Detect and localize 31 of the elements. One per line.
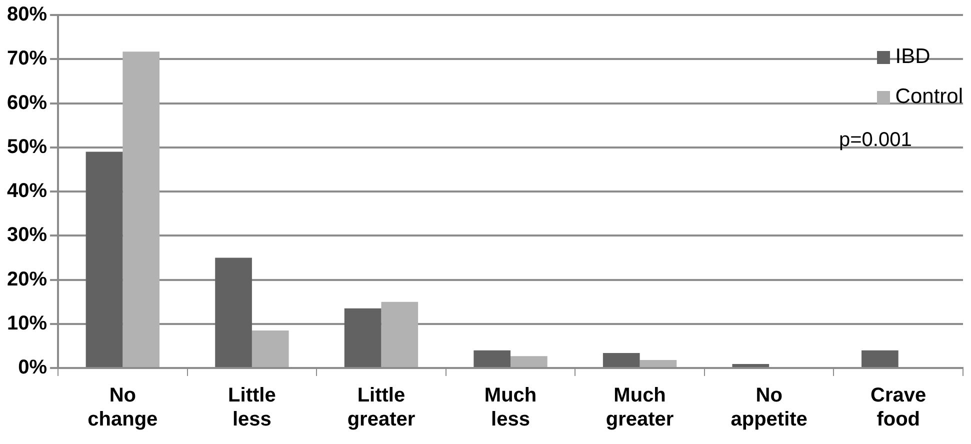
bar	[215, 258, 252, 367]
x-tick-label: Much greater	[606, 384, 674, 431]
y-tick-label: 10%	[7, 312, 48, 334]
bar	[862, 350, 898, 367]
bar	[602, 353, 640, 367]
y-tick-label: 80%	[7, 4, 48, 26]
legend-label: IBD	[895, 45, 930, 69]
bar	[732, 364, 770, 367]
y-tick-label: 20%	[7, 268, 48, 290]
y-tick-label: 0%	[18, 356, 48, 379]
bar	[640, 360, 677, 367]
x-tick-label: Little less	[228, 384, 276, 431]
bar	[474, 350, 511, 367]
y-tick-label: 70%	[7, 48, 48, 70]
y-tick-label: 60%	[7, 92, 48, 114]
bar	[122, 52, 160, 367]
bar	[381, 302, 418, 367]
y-tick-label: 40%	[7, 180, 48, 202]
bar	[510, 356, 548, 367]
x-tick-label: Much less	[484, 384, 537, 431]
bar	[344, 308, 382, 367]
x-tick-label: No appetite	[730, 384, 808, 431]
legend-label: Control	[895, 85, 963, 109]
y-tick-label: 30%	[7, 224, 48, 246]
bar	[86, 152, 123, 367]
x-tick-label: Little greater	[347, 384, 416, 431]
x-tick-label: Crave food	[870, 384, 926, 431]
annotation: p=0.001	[839, 129, 912, 152]
bar	[252, 330, 289, 367]
y-tick-label: 50%	[7, 136, 48, 158]
x-tick-label: No change	[88, 384, 158, 431]
